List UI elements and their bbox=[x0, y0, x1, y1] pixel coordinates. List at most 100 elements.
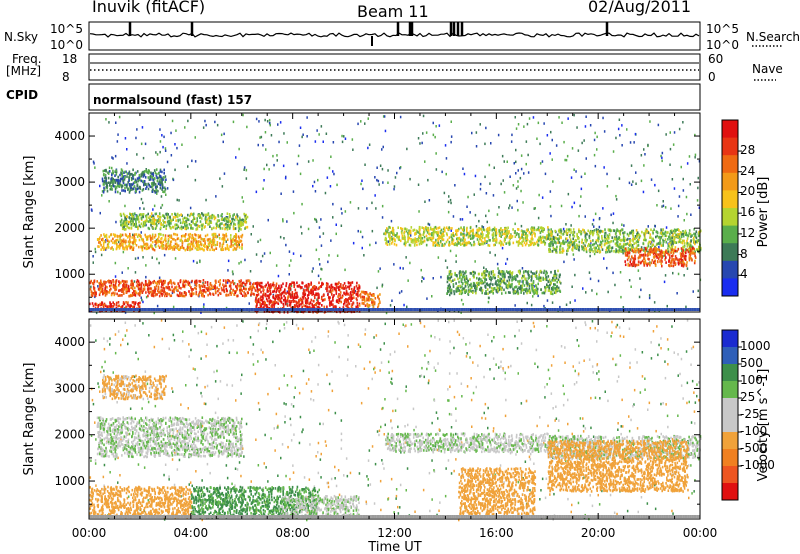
data-cell bbox=[377, 294, 379, 298]
data-cell bbox=[373, 294, 375, 297]
scatter-cell bbox=[194, 178, 197, 182]
data-cell bbox=[189, 245, 192, 249]
data-cell bbox=[179, 293, 181, 297]
scatter-cell bbox=[517, 169, 519, 172]
scatter-cell bbox=[316, 129, 318, 132]
data-cell bbox=[427, 226, 429, 230]
scatter-cell bbox=[387, 240, 390, 243]
data-cell bbox=[185, 292, 187, 295]
data-cell bbox=[143, 288, 146, 291]
data-cell bbox=[225, 234, 228, 238]
scatter-cell bbox=[93, 162, 95, 165]
data-cell bbox=[192, 240, 194, 243]
scatter-cell bbox=[443, 191, 446, 195]
data-cell bbox=[357, 286, 360, 290]
scatter-cell bbox=[296, 162, 299, 166]
data-cell bbox=[551, 249, 554, 253]
data-cell bbox=[532, 227, 535, 230]
data-cell bbox=[186, 245, 189, 249]
data-cell bbox=[181, 246, 183, 249]
data-cell bbox=[356, 281, 358, 285]
scatter-cell bbox=[135, 136, 137, 140]
data-cell bbox=[355, 284, 358, 288]
data-cell bbox=[526, 242, 528, 245]
scatter-cell bbox=[517, 208, 519, 212]
data-cell bbox=[512, 241, 515, 245]
data-cell bbox=[660, 258, 662, 261]
data-cell bbox=[256, 281, 259, 285]
data-cell bbox=[157, 219, 160, 222]
data-cell bbox=[176, 224, 179, 227]
data-cell bbox=[190, 226, 193, 229]
scatter-cell bbox=[390, 219, 393, 223]
data-cell bbox=[450, 235, 453, 239]
nsearch-label: N.Search bbox=[746, 30, 800, 44]
data-cell bbox=[259, 296, 262, 300]
data-cell bbox=[280, 301, 283, 304]
data-cell bbox=[226, 220, 229, 224]
data-cell bbox=[569, 243, 571, 247]
data-cell bbox=[468, 232, 471, 235]
data-cell bbox=[314, 302, 317, 306]
data-cell bbox=[197, 224, 199, 228]
data-cell bbox=[201, 285, 204, 288]
data-cell bbox=[180, 286, 182, 290]
data-cell bbox=[199, 286, 201, 289]
data-cell bbox=[388, 243, 391, 246]
data-cell bbox=[482, 228, 485, 231]
data-cell bbox=[91, 294, 94, 298]
data-cell bbox=[167, 220, 169, 223]
data-cell bbox=[515, 233, 518, 237]
data-cell bbox=[343, 303, 345, 306]
data-cell bbox=[200, 291, 202, 294]
scatter-cell bbox=[117, 133, 119, 136]
scatter-cell bbox=[697, 186, 699, 190]
data-cell bbox=[427, 238, 430, 242]
scatter-cell bbox=[523, 125, 525, 128]
data-cell bbox=[121, 310, 124, 313]
data-cell bbox=[626, 232, 629, 236]
colorbar-tick-label: 16 bbox=[740, 205, 756, 220]
data-cell bbox=[269, 289, 272, 293]
data-cell bbox=[106, 292, 108, 296]
data-cell bbox=[105, 233, 108, 237]
scatter-cell bbox=[446, 266, 449, 269]
data-cell bbox=[138, 220, 140, 224]
scatter-cell bbox=[578, 249, 580, 252]
scatter-cell bbox=[314, 190, 317, 193]
data-cell bbox=[233, 213, 235, 216]
data-cell bbox=[202, 214, 205, 217]
data-cell bbox=[246, 279, 249, 283]
data-cell bbox=[126, 236, 129, 239]
data-cell bbox=[637, 263, 640, 267]
data-cell bbox=[195, 287, 197, 291]
data-cell bbox=[150, 243, 152, 247]
data-cell bbox=[244, 216, 247, 220]
data-cell bbox=[348, 297, 350, 300]
data-cell bbox=[680, 241, 682, 244]
scatter-cell bbox=[357, 229, 359, 233]
data-cell bbox=[589, 232, 592, 236]
data-cell bbox=[265, 283, 267, 287]
data-cell bbox=[232, 217, 234, 220]
scatter-cell bbox=[680, 165, 682, 169]
data-cell bbox=[441, 237, 444, 240]
data-cell bbox=[190, 220, 193, 223]
data-cell bbox=[107, 242, 110, 245]
scatter-cell bbox=[364, 163, 366, 166]
data-cell bbox=[120, 214, 123, 218]
data-cell bbox=[645, 248, 647, 251]
data-cell bbox=[686, 242, 688, 245]
scatter-cell bbox=[537, 121, 540, 125]
data-cell bbox=[432, 232, 434, 236]
data-cell bbox=[604, 235, 606, 238]
data-cell bbox=[208, 289, 210, 292]
data-cell bbox=[135, 280, 138, 284]
data-cell bbox=[226, 212, 229, 215]
data-cell bbox=[217, 215, 220, 218]
scatter-cell bbox=[580, 175, 583, 179]
data-cell bbox=[420, 236, 422, 240]
data-cell bbox=[668, 253, 670, 256]
scatter-cell bbox=[407, 279, 409, 282]
data-cell bbox=[317, 305, 320, 309]
